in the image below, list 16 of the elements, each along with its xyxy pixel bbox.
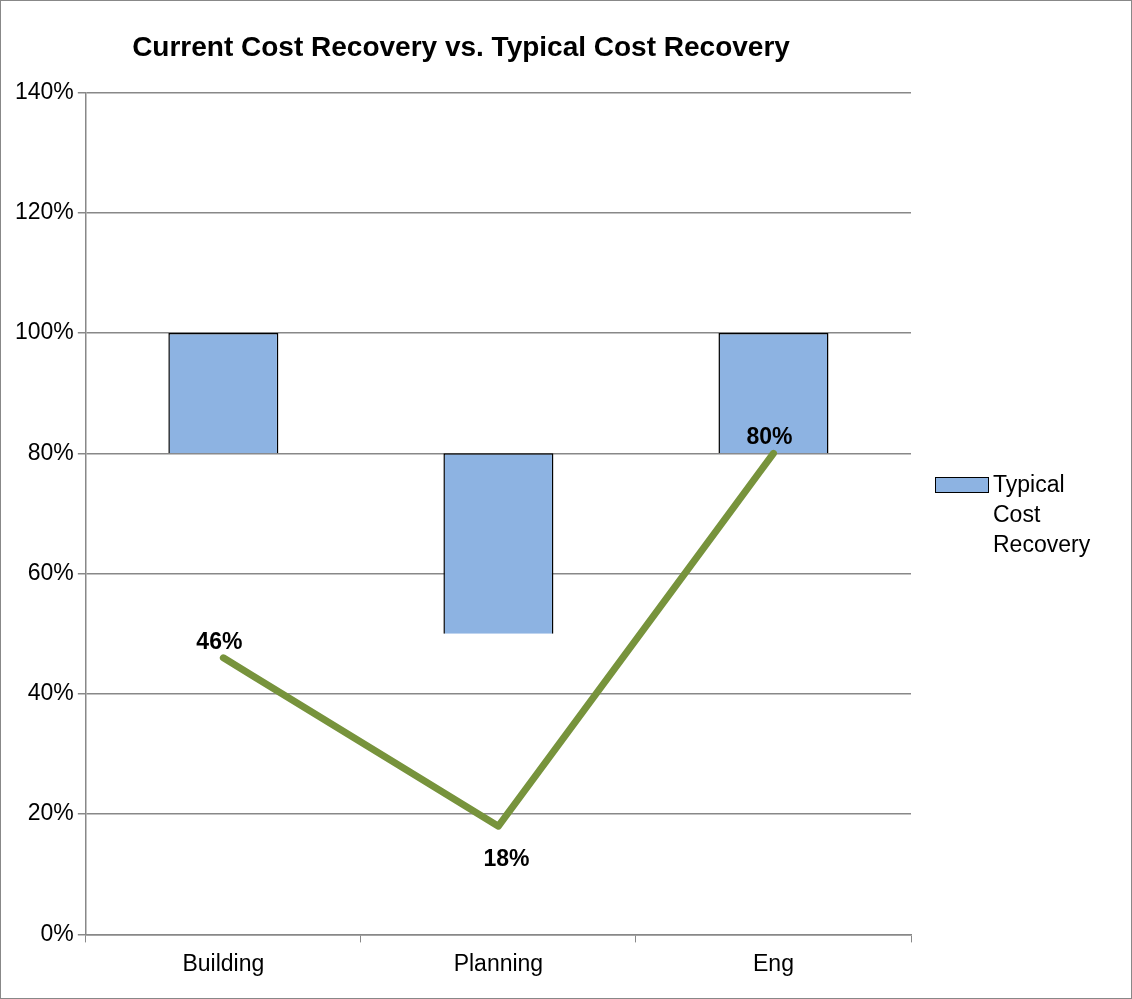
y-tick-label: 40% [27,679,74,706]
y-tick-label: 80% [27,438,74,465]
y-tick-label: 60% [27,558,74,585]
data-label: 18% [483,845,530,872]
y-tick-label: 140% [15,77,74,104]
y-tick-label: 0% [40,919,74,946]
x-tick-label: Planning [453,949,544,976]
x-tick-label: Eng [753,949,794,976]
x-tick-label: Building [182,949,265,976]
y-tick-label: 100% [15,318,74,345]
legend-label: Typical Cost Recovery [993,469,1092,559]
data-label: 80% [746,423,793,450]
y-tick-label: 20% [27,799,74,826]
data-label: 46% [196,627,243,654]
chart-title: Current Cost Recovery vs. Typical Cost Recovery [132,30,791,62]
y-tick-label: 120% [15,198,74,225]
